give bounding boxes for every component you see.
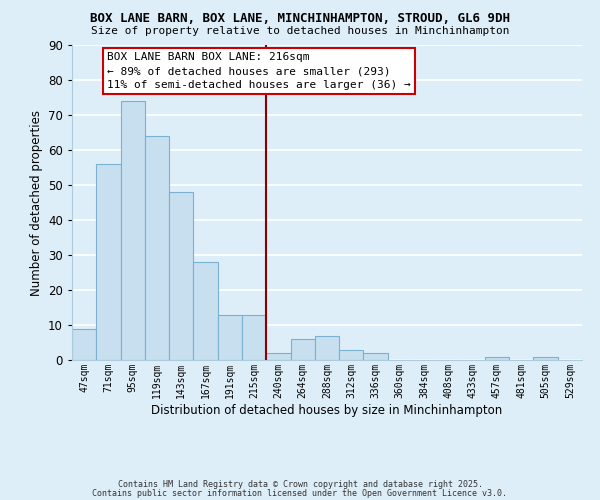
Bar <box>193 262 218 360</box>
Bar <box>339 350 364 360</box>
Bar <box>218 314 242 360</box>
Text: BOX LANE BARN, BOX LANE, MINCHINHAMPTON, STROUD, GL6 9DH: BOX LANE BARN, BOX LANE, MINCHINHAMPTON,… <box>90 12 510 26</box>
Bar <box>96 164 121 360</box>
Text: Contains HM Land Registry data © Crown copyright and database right 2025.: Contains HM Land Registry data © Crown c… <box>118 480 482 489</box>
Text: BOX LANE BARN BOX LANE: 216sqm
← 89% of detached houses are smaller (293)
11% of: BOX LANE BARN BOX LANE: 216sqm ← 89% of … <box>107 52 411 90</box>
X-axis label: Distribution of detached houses by size in Minchinhampton: Distribution of detached houses by size … <box>151 404 503 416</box>
Bar <box>485 356 509 360</box>
Bar <box>364 353 388 360</box>
Bar <box>266 353 290 360</box>
Bar <box>533 356 558 360</box>
Bar <box>315 336 339 360</box>
Bar <box>121 101 145 360</box>
Bar <box>290 339 315 360</box>
Bar <box>145 136 169 360</box>
Bar <box>169 192 193 360</box>
Text: Contains public sector information licensed under the Open Government Licence v3: Contains public sector information licen… <box>92 488 508 498</box>
Y-axis label: Number of detached properties: Number of detached properties <box>29 110 43 296</box>
Text: Size of property relative to detached houses in Minchinhampton: Size of property relative to detached ho… <box>91 26 509 36</box>
Bar <box>72 328 96 360</box>
Bar <box>242 314 266 360</box>
